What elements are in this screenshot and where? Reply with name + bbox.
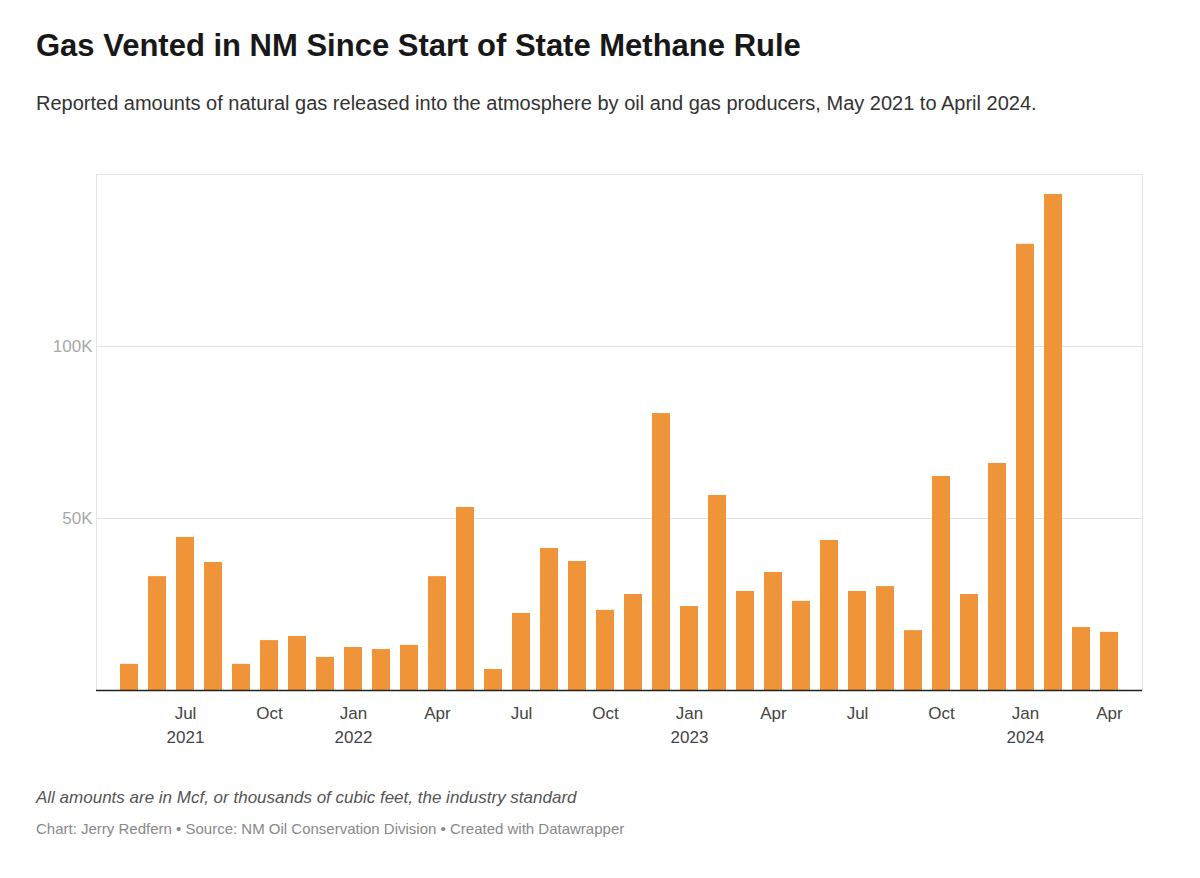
html-text:Gas Vented in NM Since Start o: Gas Vented in NM Since Start of State Me… xyxy=(36,28,801,63)
svg-text:Oct: Oct xyxy=(928,704,955,723)
svg-text:Apr: Apr xyxy=(1096,704,1123,723)
svg-text:Jan2023: Jan2023 xyxy=(671,704,709,747)
svg-text:Jul: Jul xyxy=(847,704,869,723)
svg-text:50K: 50K xyxy=(62,509,93,528)
svg-text:Apr: Apr xyxy=(760,704,787,723)
html-text:Reported amounts of natural ga: Reported amounts of natural gas released… xyxy=(36,92,1037,114)
svg-text:Oct: Oct xyxy=(592,704,619,723)
svg-text:Oct: Oct xyxy=(256,704,283,723)
html-text:All amounts are in Mcf, or tho: All amounts are in Mcf, or thousands of … xyxy=(36,788,577,807)
svg-text:Jul: Jul xyxy=(511,704,533,723)
svg-text:100K: 100K xyxy=(53,337,93,356)
svg-text:Jan2022: Jan2022 xyxy=(335,704,373,747)
html-text:Chart: Jerry Redfern • Source:: Chart: Jerry Redfern • Source: NM Oil Co… xyxy=(36,820,625,837)
svg-text:Jul2021: Jul2021 xyxy=(167,704,205,747)
svg-text:Jan2024: Jan2024 xyxy=(1007,704,1045,747)
svg-text:Apr: Apr xyxy=(424,704,451,723)
